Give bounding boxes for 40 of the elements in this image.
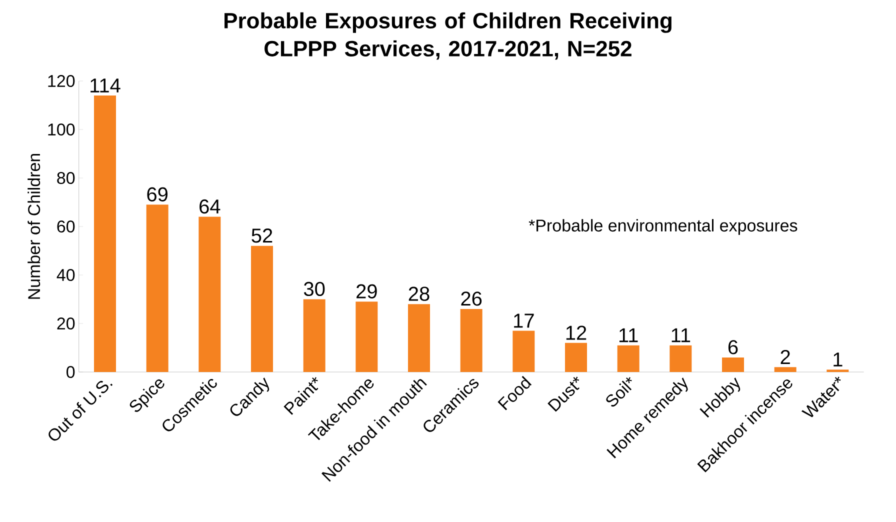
data-label: 6 <box>728 340 738 354</box>
data-label: 114 <box>90 78 120 92</box>
bar <box>251 246 274 372</box>
data-label: 11 <box>619 328 638 342</box>
bar <box>512 330 535 372</box>
chart-title: Probable Exposures of Children Receiving CLPPP Services, 2017-2021, N=252 <box>224 12 672 60</box>
data-label: 17 <box>514 314 534 328</box>
x-tick-label: Out of U.S. <box>48 380 113 441</box>
data-label: 30 <box>304 282 325 296</box>
bar <box>408 304 430 372</box>
data-label: 2 <box>780 350 790 364</box>
data-label: 26 <box>461 292 482 306</box>
bar <box>565 342 588 372</box>
data-label: 69 <box>147 187 168 202</box>
bar <box>460 308 482 372</box>
y-axis-title: Number of Children <box>28 154 40 299</box>
data-label: 52 <box>252 228 272 243</box>
bar <box>774 367 796 372</box>
data-label: 12 <box>566 326 586 340</box>
bar <box>617 345 640 372</box>
y-tick-label: 60 <box>57 220 75 233</box>
data-label: 28 <box>408 286 430 301</box>
bar <box>356 302 378 372</box>
data-label: 29 <box>356 284 377 298</box>
bar <box>722 357 744 372</box>
bar <box>146 204 168 372</box>
y-tick-label: 80 <box>57 172 75 184</box>
bar <box>670 345 692 372</box>
data-label: 11 <box>672 328 690 342</box>
data-label: 64 <box>200 199 220 214</box>
y-tick-label: 100 <box>48 123 75 136</box>
bar <box>303 299 326 372</box>
bar <box>94 96 116 372</box>
y-tick-label: 120 <box>48 74 75 88</box>
data-label: 1 <box>834 352 842 366</box>
y-tick-label: 0 <box>66 366 75 378</box>
bar <box>198 216 221 372</box>
y-tick-label: 20 <box>57 317 75 330</box>
y-tick-label: 40 <box>56 268 75 282</box>
annotation: *Probable environmental exposures <box>528 219 798 235</box>
